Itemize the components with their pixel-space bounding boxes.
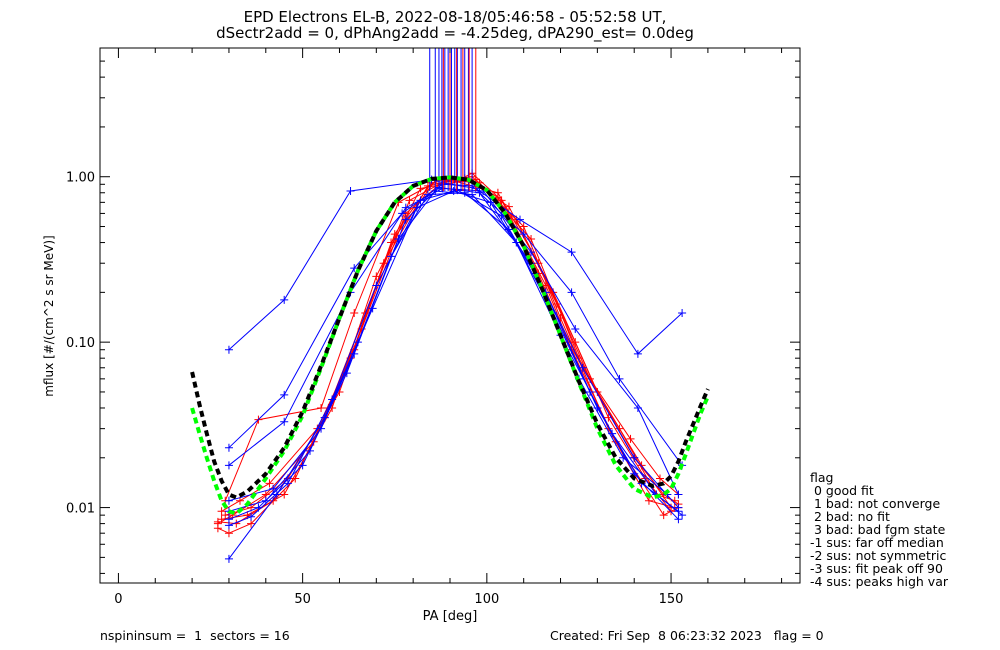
data-point	[221, 511, 230, 520]
x-tick-label: 100	[474, 592, 499, 607]
data-point	[368, 304, 377, 313]
data-point	[217, 507, 226, 516]
data-point	[423, 190, 432, 199]
data-point	[224, 461, 233, 470]
legend-item-4: -1 sus: far off median	[810, 535, 944, 550]
data-point	[678, 511, 687, 520]
data-point	[619, 453, 628, 462]
data-point	[379, 259, 388, 268]
data-point	[586, 387, 594, 396]
data-point	[493, 188, 502, 197]
data-point	[283, 479, 292, 488]
data-point	[272, 490, 281, 499]
x-tick-label: 150	[659, 592, 684, 607]
data-point	[475, 188, 484, 197]
chart-subtitle: dSectr2add = 0, dPhAng2add = -4.25deg, d…	[216, 24, 694, 43]
flag-legend: flag 0 good fit 1 bad: not converge 2 ba…	[810, 470, 949, 589]
y-axis-label: mflux [#/(cm^2 s sr MeV)]	[42, 235, 56, 396]
data-point	[317, 403, 326, 412]
data-point	[224, 529, 233, 538]
data-point	[416, 196, 425, 205]
legend-title: flag	[810, 470, 833, 485]
data-point	[280, 295, 289, 304]
data-point	[346, 186, 355, 195]
data-point	[269, 496, 278, 505]
data-point	[350, 309, 359, 318]
data-point	[656, 474, 664, 483]
x-tick-label: 0	[114, 592, 122, 607]
data-point	[224, 521, 233, 530]
data-point	[633, 349, 642, 358]
data-point	[674, 515, 683, 524]
data-point	[412, 203, 421, 212]
data-point	[224, 554, 233, 563]
data-point	[224, 443, 233, 452]
data-point	[247, 512, 256, 521]
series-line	[228, 189, 679, 526]
data-point	[504, 202, 513, 211]
data-point	[659, 511, 668, 520]
data-point	[593, 387, 602, 396]
data-point	[423, 181, 432, 190]
data-point	[224, 496, 233, 505]
data-point	[320, 413, 329, 422]
data-point	[578, 363, 587, 372]
data-point	[615, 374, 624, 383]
data-point	[280, 390, 289, 399]
data-point	[372, 281, 381, 290]
data-point	[519, 230, 528, 239]
data-point	[401, 203, 410, 212]
y-tick-label: 1.00	[66, 171, 95, 186]
y-axis: 0.01 0.10 1.00	[66, 47, 800, 574]
y-tick-label: 0.10	[66, 336, 95, 351]
data-point	[678, 309, 687, 318]
series-12	[224, 188, 683, 524]
data-point	[637, 461, 646, 470]
data-point	[674, 507, 683, 516]
legend-item-6: -3 sus: fit peak off 90	[810, 561, 943, 576]
fit-curves	[190, 175, 710, 516]
legend-item-3: 3 bad: bad fgm state	[810, 522, 946, 537]
data-point	[265, 479, 274, 488]
series-line	[228, 192, 679, 520]
legend-item-0: 0 good fit	[810, 483, 874, 498]
fit-curve	[190, 175, 710, 516]
data-point	[571, 325, 580, 334]
x-axis-label: PA [deg]	[423, 609, 478, 624]
data-point	[213, 517, 222, 526]
x-tick-label: 50	[294, 592, 311, 607]
data-point	[280, 490, 289, 499]
data-point	[416, 184, 425, 193]
data-point	[567, 248, 576, 257]
footer-right: Created: Fri Sep 8 06:23:32 2023 flag = …	[550, 628, 824, 643]
legend-item-5: -2 sus: not symmetric	[810, 548, 946, 563]
data-point	[298, 461, 307, 470]
legend-item-1: 1 bad: not converge	[810, 496, 940, 511]
fit-curve	[190, 175, 710, 500]
y-tick-label: 0.01	[66, 502, 95, 517]
data-point	[633, 403, 642, 412]
data-point	[468, 190, 477, 199]
data-point	[405, 196, 414, 205]
data-point	[516, 215, 524, 224]
data-point	[224, 345, 233, 354]
peak-vertical-lines	[429, 48, 477, 191]
chart-title: EPD Electrons EL-B, 2022-08-18/05:46:58 …	[244, 8, 667, 26]
data-point	[247, 519, 256, 528]
data-point	[644, 496, 653, 505]
data-point	[280, 417, 289, 426]
data-point	[486, 198, 495, 207]
legend-item-2: 2 bad: no fit	[810, 509, 890, 524]
data-point	[626, 434, 635, 443]
data-point	[567, 288, 576, 297]
data-point	[519, 222, 528, 231]
footer-left: nspininsum = 1 sectors = 16	[100, 628, 290, 643]
data-point	[350, 264, 359, 273]
legend-item-7: -4 sus: peaks high var	[810, 574, 949, 589]
data-point	[674, 490, 683, 499]
data-point	[401, 215, 410, 224]
x-axis: 0 50 100 150	[114, 48, 783, 607]
data-point	[630, 453, 639, 462]
